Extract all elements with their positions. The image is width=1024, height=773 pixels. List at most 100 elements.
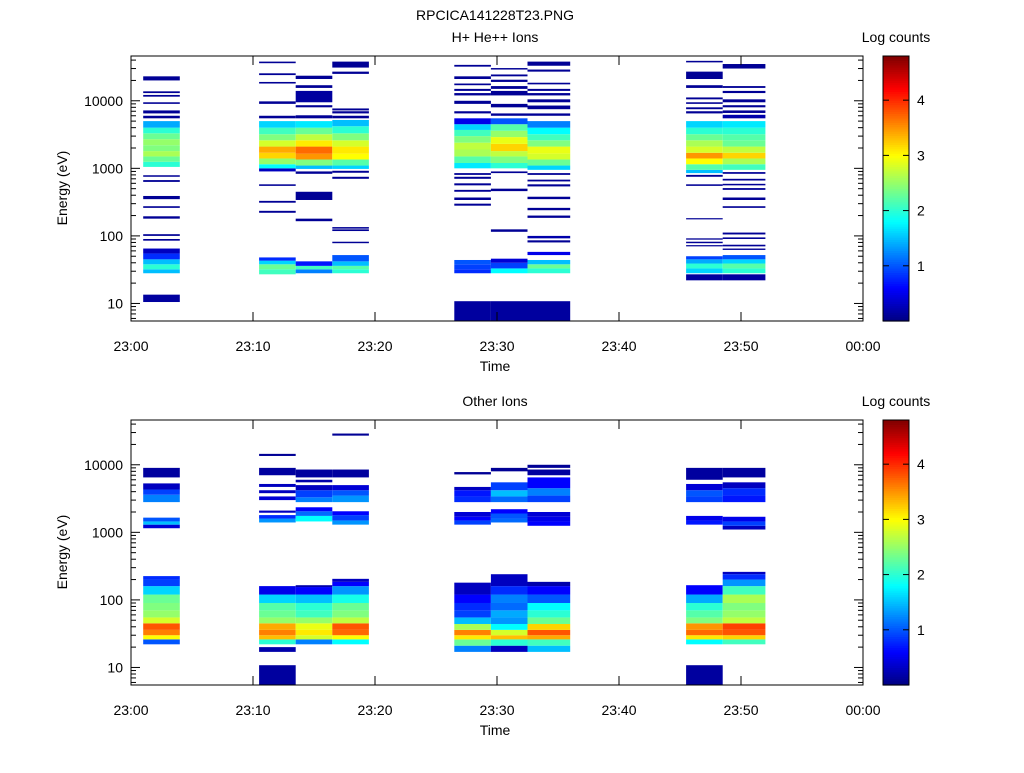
spectrogram-cell: [527, 99, 571, 103]
colorbar-segment: [883, 477, 909, 481]
spectrogram-cell: [722, 146, 766, 153]
colorbar-segment: [883, 316, 909, 320]
spectrogram-cell: [490, 482, 528, 491]
colorbar-segment: [883, 142, 909, 145]
colorbar-segment: [883, 197, 909, 201]
colorbar-frame: [882, 419, 910, 686]
colorbar-segment: [883, 521, 909, 525]
colorbar-segment: [883, 203, 909, 207]
colorbar-segment: [883, 609, 909, 613]
spectrogram-cell: [454, 512, 491, 517]
spectrogram-cell: [454, 301, 491, 321]
spectrogram-cell: [686, 496, 723, 503]
spectrogram-cell: [295, 629, 333, 636]
spectrogram-cell: [722, 263, 766, 269]
spectrogram-cell: [722, 140, 766, 147]
spectrogram-cell: [490, 90, 528, 96]
spectrogram-cell: [490, 467, 528, 472]
colorbar-segment: [883, 450, 909, 454]
colorbar-segment: [883, 583, 909, 587]
spectrogram-cell: [295, 490, 333, 498]
spectrogram-cell: [490, 574, 528, 587]
spectrogram-cell: [143, 269, 180, 274]
colorbar-segment: [883, 115, 909, 119]
spectrogram-cell: [454, 76, 491, 80]
spectrogram-cell: [686, 635, 723, 640]
spectrogram-cell: [686, 85, 723, 88]
colorbar-segment: [883, 475, 909, 479]
colorbar-segment: [883, 435, 909, 439]
spectrogram-cell: [143, 294, 180, 303]
colorbar-segment: [883, 126, 909, 130]
spectrogram-cell: [143, 264, 180, 270]
x-tick-label: 23:30: [479, 338, 514, 354]
colorbar-segment: [883, 89, 909, 92]
colorbar-segment: [883, 556, 909, 560]
spectrogram-cell: [686, 60, 723, 63]
colorbar-segment: [883, 274, 909, 278]
spectrogram-cell: [143, 635, 180, 640]
spectrogram-cell: [722, 488, 766, 496]
colorbar-segment: [883, 614, 909, 618]
spectrogram-cell: [722, 617, 766, 624]
colorbar-segment: [883, 268, 909, 271]
spectrogram-cell: [295, 265, 333, 270]
colorbar-segment: [883, 164, 909, 168]
x-tick-label: 23:40: [601, 338, 636, 354]
colorbar-segment: [883, 86, 909, 90]
colorbar-segment: [883, 100, 909, 103]
spectrogram-cell: [295, 511, 333, 516]
spectrogram-cell: [143, 161, 180, 167]
spectrogram-cell: [143, 206, 180, 208]
spectrogram-cell: [686, 140, 723, 147]
colorbar-segment: [883, 263, 909, 267]
spectrogram-cell: [454, 111, 491, 114]
spectrogram-cell: [332, 485, 369, 491]
y-tick-label: 10: [107, 659, 123, 675]
spectrogram-cell: [143, 175, 180, 177]
colorbar-segment: [883, 256, 909, 260]
spectrogram-cell: [295, 585, 333, 588]
y-tick-label: 100: [100, 228, 124, 244]
colorbar-segment: [883, 192, 909, 196]
colorbar-segment: [883, 62, 909, 66]
spectrogram-cell: [454, 64, 491, 67]
colorbar-segment: [883, 219, 909, 223]
colorbar-segment: [883, 669, 909, 673]
colorbar-segment: [883, 470, 909, 474]
spectrogram-cell: [686, 490, 723, 497]
spectrogram-cell: [490, 586, 528, 595]
spectrogram-cell: [143, 524, 180, 529]
colorbar-segment: [883, 632, 909, 635]
colorbar-segment: [883, 598, 909, 602]
colorbar-segment: [883, 576, 909, 580]
spectrogram-cell: [259, 81, 296, 84]
spectrogram-cell: [259, 510, 296, 513]
spectrogram-cell: [490, 79, 528, 82]
x-tick-label: 23:50: [723, 702, 758, 718]
spectrogram-cell: [490, 171, 528, 174]
spectrogram-cell: [527, 235, 571, 239]
colorbar-segment: [883, 607, 909, 611]
spectrogram-cell: [527, 127, 571, 135]
spectrogram-cell: [454, 486, 491, 491]
colorbar-segment: [883, 448, 909, 452]
spectrogram-cell: [686, 268, 723, 274]
y-axis-label: Energy (eV): [54, 515, 70, 590]
spectrogram-cell: [686, 152, 723, 159]
spectrogram-cell: [686, 102, 723, 104]
spectrogram-cell: [454, 203, 491, 206]
spectrogram-cell: [143, 579, 180, 587]
colorbar-segment: [883, 603, 909, 607]
spectrogram-cell: [722, 127, 766, 135]
colorbar-segment: [883, 638, 909, 642]
colorbar-segment: [883, 270, 909, 274]
colorbar-segment: [883, 616, 909, 620]
spectrogram-cell: [295, 146, 333, 154]
colorbar-segment: [883, 177, 909, 181]
colorbar-segment: [883, 459, 909, 463]
spectrogram-cell: [527, 173, 571, 175]
spectrogram-cell: [259, 168, 296, 172]
colorbar-segment: [883, 276, 909, 280]
spectrogram-cell: [722, 635, 766, 640]
